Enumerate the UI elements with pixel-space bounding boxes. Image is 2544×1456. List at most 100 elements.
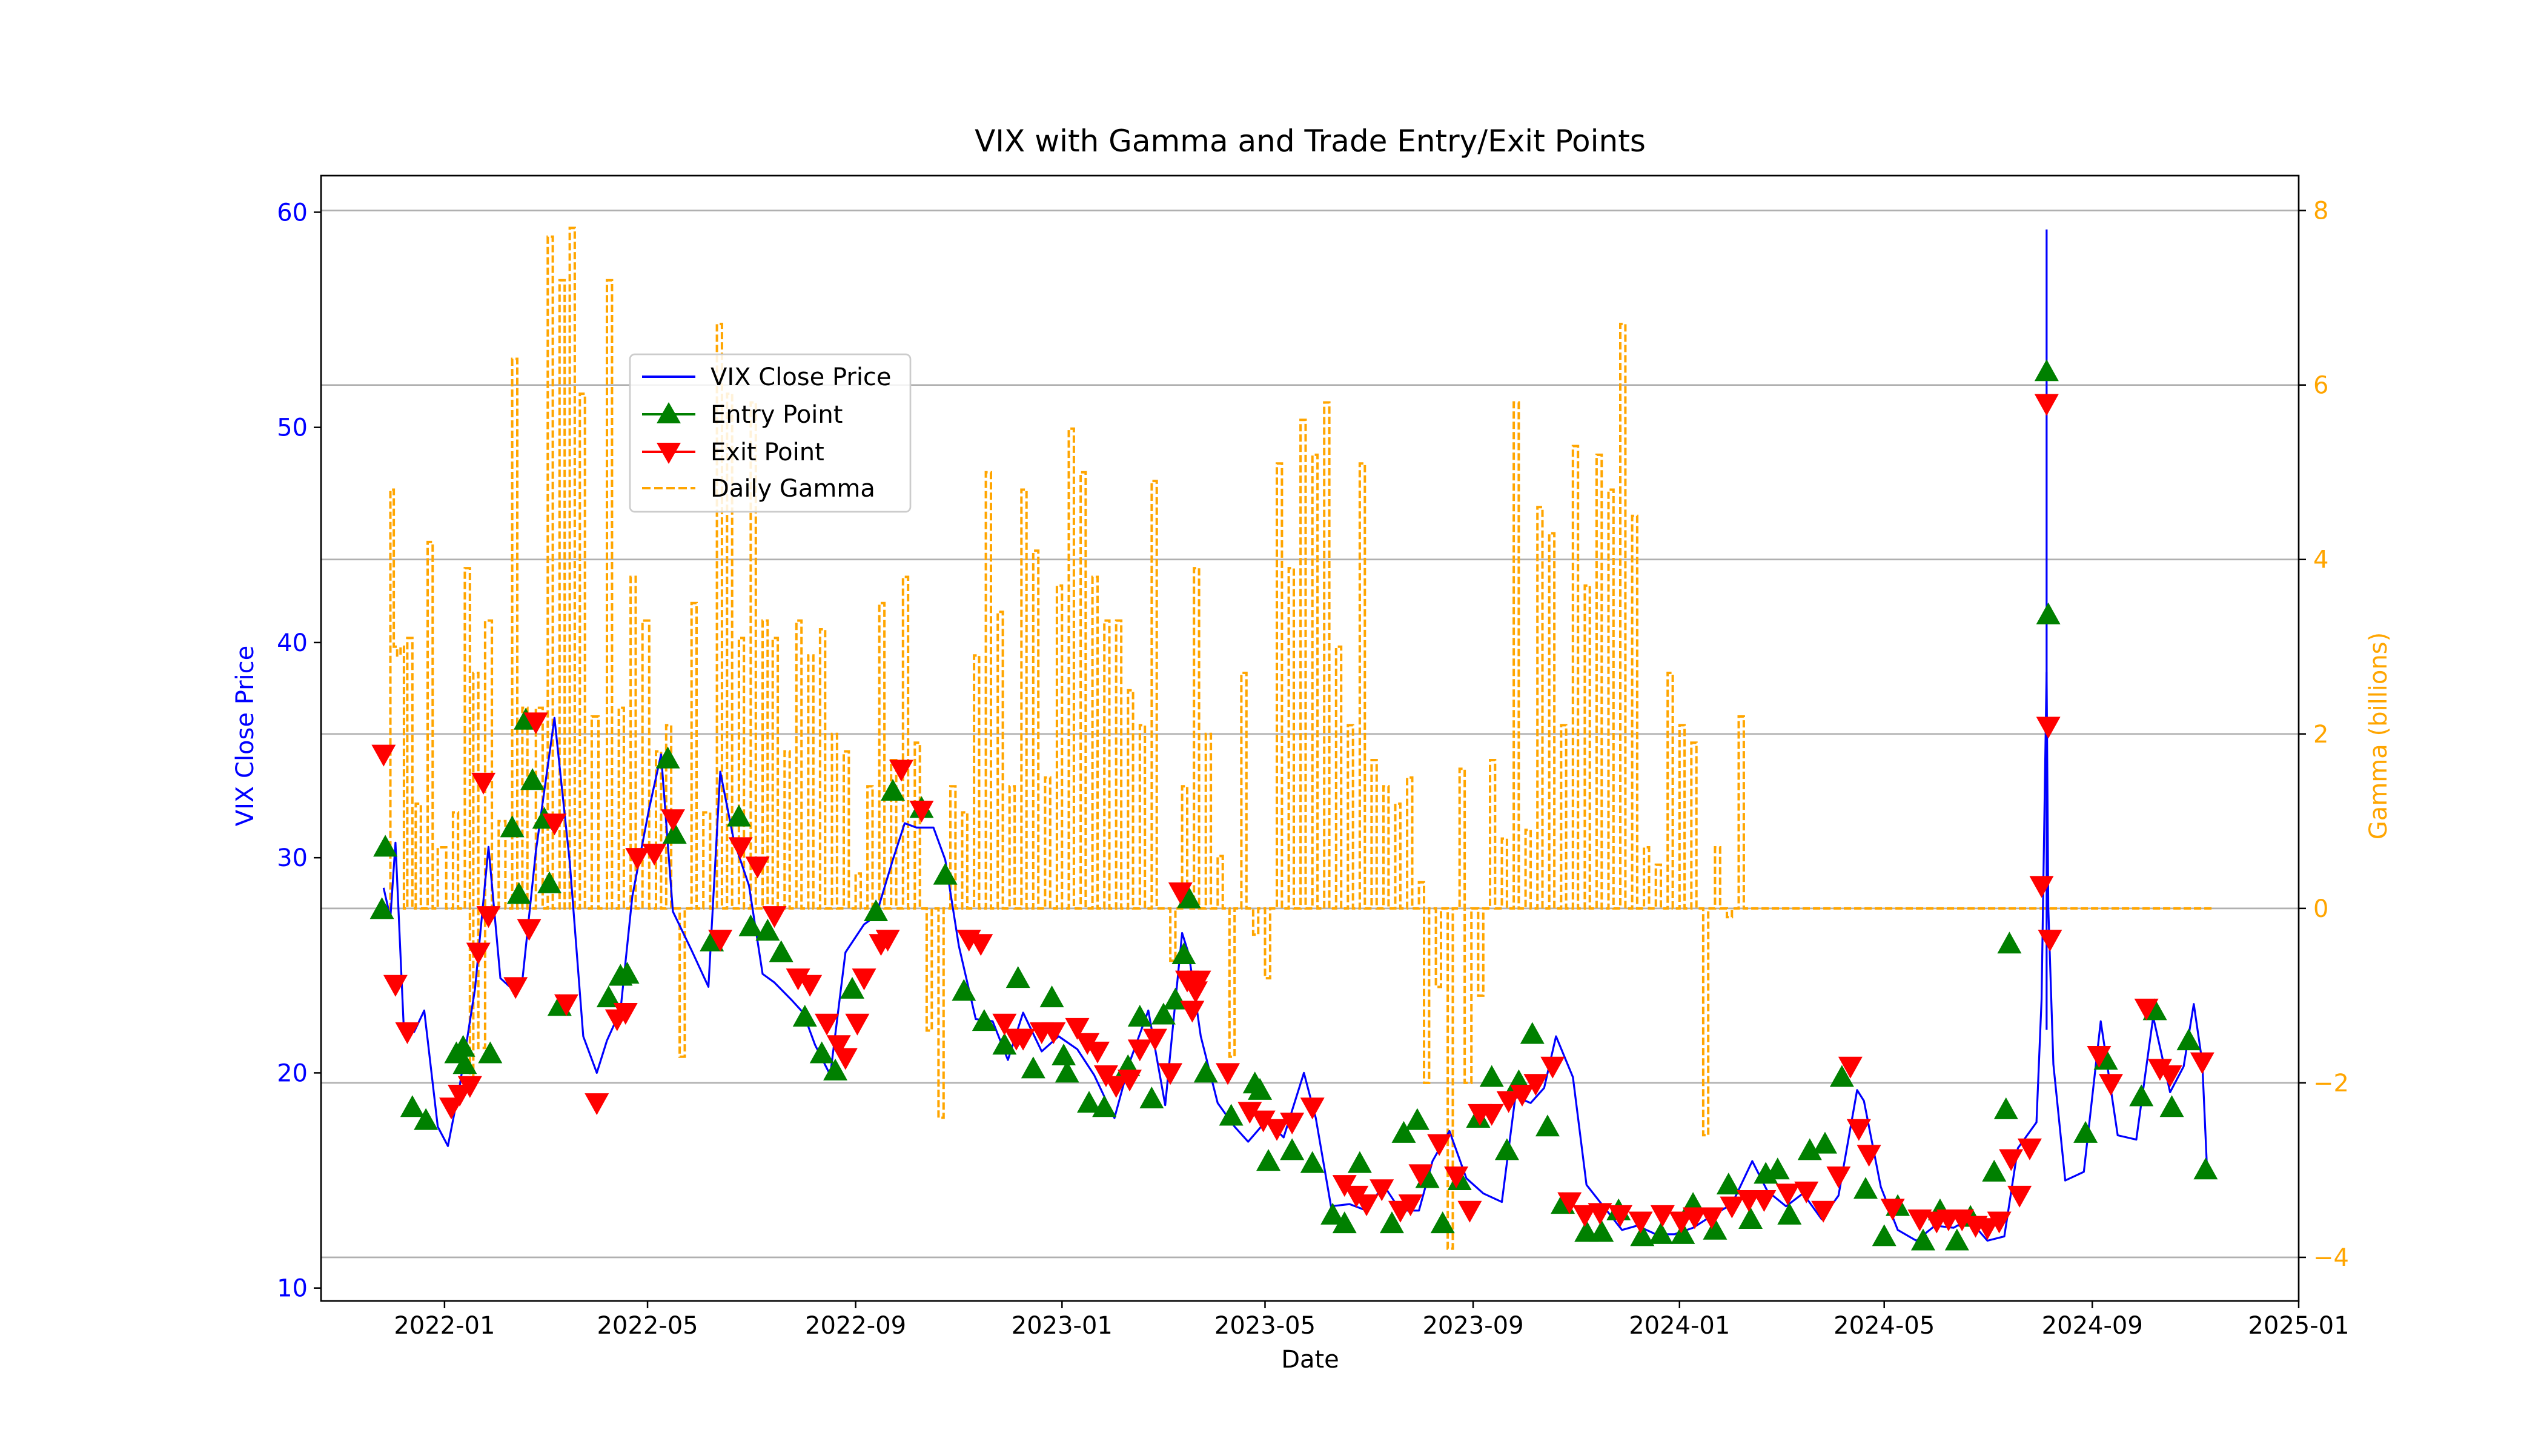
exit-marker bbox=[1794, 1181, 1819, 1203]
x-tick-label: 2022-01 bbox=[394, 1312, 495, 1340]
entry-marker bbox=[662, 822, 687, 844]
x-axis-label: Date bbox=[1281, 1346, 1339, 1374]
exit-marker bbox=[1118, 1070, 1142, 1092]
entry-marker bbox=[506, 882, 531, 904]
exit-marker bbox=[1457, 1200, 1482, 1223]
legend-box bbox=[629, 353, 912, 513]
entry-marker bbox=[537, 871, 562, 893]
exit-marker bbox=[1608, 1205, 1633, 1227]
entry-marker bbox=[1151, 1002, 1176, 1025]
exit-marker bbox=[642, 844, 667, 866]
plot-frame bbox=[320, 174, 2300, 1302]
entry-marker bbox=[1829, 1065, 1854, 1087]
exit-marker bbox=[476, 906, 501, 928]
entry-marker bbox=[452, 1052, 477, 1074]
exit-marker bbox=[1572, 1205, 1597, 1227]
exit-marker bbox=[2034, 394, 2059, 416]
x-tick-label: 2024-01 bbox=[1629, 1312, 1730, 1340]
entry-marker bbox=[1171, 942, 1196, 965]
entry-marker bbox=[1997, 932, 2022, 954]
entry-marker bbox=[1300, 1151, 1325, 1173]
exit-marker bbox=[503, 977, 528, 999]
exit-marker bbox=[708, 930, 733, 952]
legend-vix-label: VIX Close Price bbox=[711, 363, 892, 391]
entry-marker bbox=[1703, 1217, 1727, 1240]
entry-marker bbox=[400, 1095, 425, 1117]
exit-marker bbox=[875, 930, 900, 952]
entry-marker bbox=[520, 768, 545, 790]
exit-marker bbox=[1880, 1199, 1905, 1221]
exit-marker bbox=[1251, 1110, 1276, 1133]
exit-marker bbox=[1142, 1028, 1167, 1051]
entry-marker bbox=[2129, 1084, 2154, 1107]
entry-marker bbox=[1812, 1131, 1837, 1154]
entry-marker bbox=[1347, 1151, 1372, 1173]
entry-marker bbox=[755, 918, 780, 941]
exit-marker bbox=[466, 942, 491, 965]
exit-marker bbox=[1158, 1063, 1183, 1085]
entry-marker bbox=[1671, 1222, 1695, 1244]
entry-marker bbox=[478, 1041, 503, 1064]
exit-marker bbox=[762, 906, 787, 928]
legend-gamma-label: Daily Gamma bbox=[711, 475, 875, 503]
exit-marker bbox=[554, 994, 578, 1016]
y-left-tick-label: 50 bbox=[277, 414, 308, 442]
exit-marker bbox=[1523, 1074, 1548, 1096]
exit-marker bbox=[439, 1097, 464, 1120]
entry-marker bbox=[1777, 1202, 1802, 1225]
entry-marker bbox=[1797, 1138, 1822, 1160]
exit-marker bbox=[1510, 1084, 1535, 1107]
entry-marker bbox=[655, 746, 680, 769]
x-tick-label: 2022-05 bbox=[597, 1312, 698, 1340]
exit-marker bbox=[2098, 1074, 2123, 1096]
exit-marker bbox=[1811, 1200, 1836, 1223]
entry-marker bbox=[1765, 1157, 1790, 1180]
exit-marker bbox=[2017, 1138, 2042, 1160]
exit-marker bbox=[1699, 1207, 1724, 1229]
entry-marker bbox=[2193, 1157, 2218, 1180]
exit-marker bbox=[1987, 1211, 2012, 1234]
exit-marker bbox=[1370, 1179, 1394, 1202]
exit-marker bbox=[992, 1013, 1017, 1036]
entry-marker bbox=[1163, 987, 1188, 1010]
exit-marker bbox=[845, 1013, 870, 1036]
entry-marker bbox=[1248, 1077, 1273, 1100]
exit-marker bbox=[1775, 1183, 1800, 1206]
y-right-tick-label: 0 bbox=[2313, 895, 2328, 923]
entry-marker bbox=[1649, 1222, 1674, 1244]
exit-marker bbox=[1444, 1166, 1469, 1188]
entry-marker bbox=[1589, 1220, 1614, 1242]
x-tick-label: 2024-05 bbox=[1833, 1312, 1935, 1340]
entry-marker bbox=[615, 962, 640, 984]
y-right-tick-label: −2 bbox=[2313, 1070, 2349, 1097]
y-right-tick-label: −4 bbox=[2313, 1244, 2349, 1272]
entry-marker bbox=[1219, 1104, 1244, 1126]
entry-marker bbox=[596, 985, 621, 1008]
x-tick-label: 2024-09 bbox=[2042, 1312, 2143, 1340]
exit-marker bbox=[1168, 882, 1193, 905]
exit-marker bbox=[1408, 1164, 1433, 1186]
exit-marker bbox=[1846, 1119, 1871, 1141]
exit-marker bbox=[889, 759, 913, 782]
exit-marker bbox=[2134, 998, 2159, 1021]
exit-marker bbox=[1180, 1001, 1205, 1023]
exit-marker bbox=[1265, 1119, 1290, 1141]
entry-marker bbox=[1021, 1056, 1045, 1079]
entry-marker bbox=[1280, 1138, 1305, 1160]
exit-marker bbox=[1496, 1091, 1521, 1113]
entry-marker bbox=[1910, 1228, 1935, 1251]
exit-marker bbox=[2087, 1046, 2112, 1068]
exit-marker bbox=[1557, 1192, 1582, 1214]
entry-marker bbox=[500, 815, 525, 838]
entry-marker bbox=[881, 779, 906, 801]
entry-marker bbox=[726, 804, 751, 827]
entry-marker bbox=[823, 1058, 848, 1080]
entry-marker bbox=[1574, 1220, 1599, 1242]
exit-marker bbox=[2147, 1059, 2172, 1081]
entry-marker bbox=[1494, 1138, 1519, 1160]
exit-marker bbox=[517, 919, 542, 941]
x-tick-label: 2023-01 bbox=[1012, 1312, 1113, 1340]
entry-marker bbox=[1256, 1149, 1281, 1171]
exit-marker bbox=[1104, 1076, 1128, 1098]
legend: VIX Close Price Entry Point Exit Point D… bbox=[629, 353, 912, 513]
